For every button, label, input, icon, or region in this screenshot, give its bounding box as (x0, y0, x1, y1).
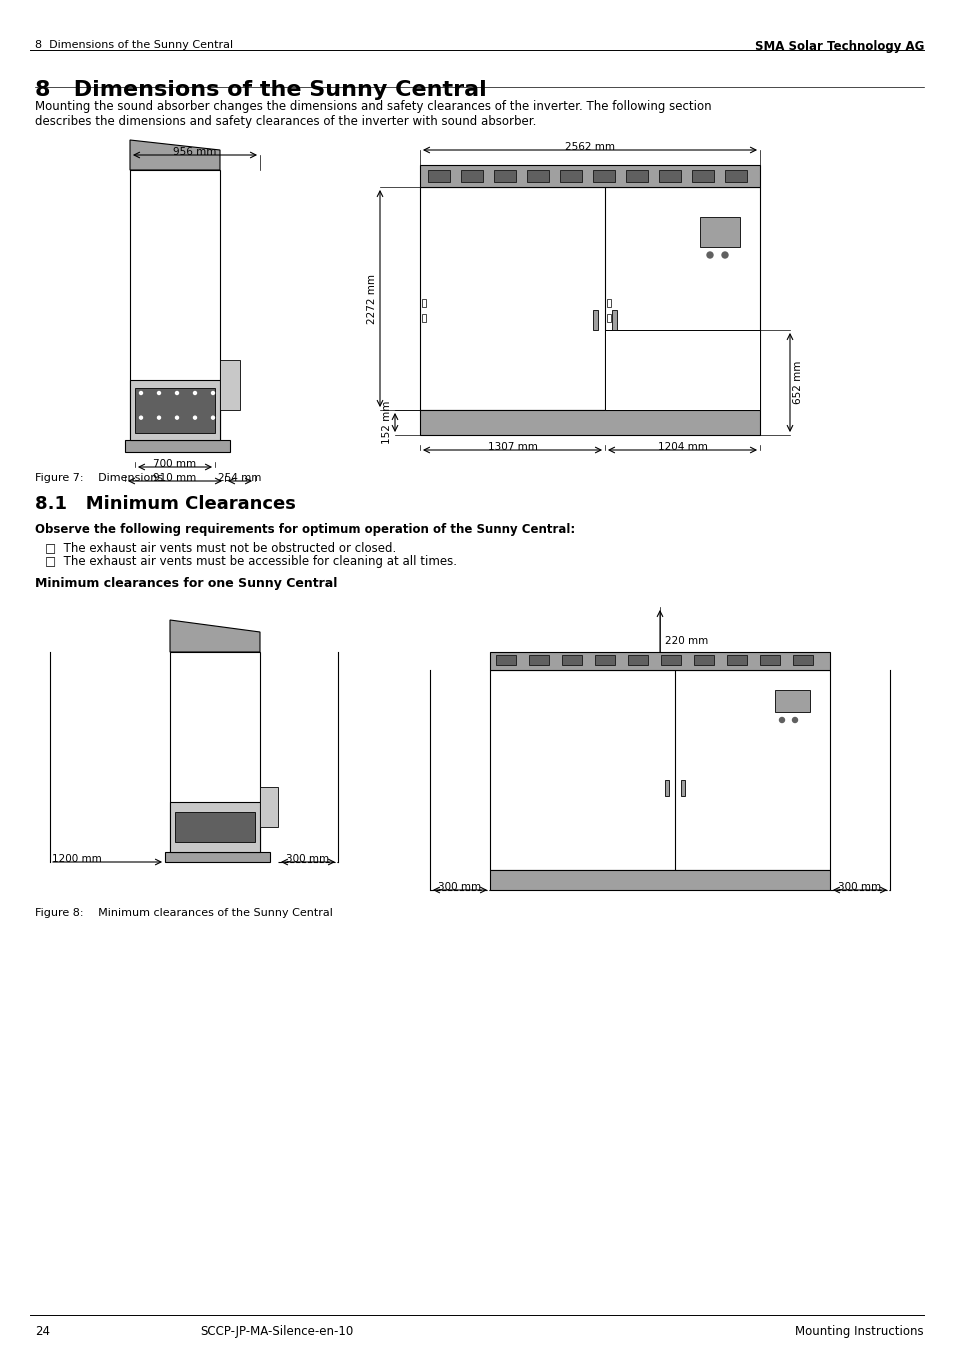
Text: 910 mm: 910 mm (153, 472, 196, 483)
Circle shape (157, 416, 160, 418)
Polygon shape (130, 140, 220, 170)
Bar (419, 165, 760, 188)
Text: 220 mm: 220 mm (664, 636, 707, 645)
Bar (792, 655, 812, 666)
Circle shape (139, 392, 142, 394)
Bar (220, 360, 240, 410)
Bar (606, 313, 610, 321)
Bar (561, 655, 581, 666)
Text: 300 mm: 300 mm (438, 882, 481, 892)
Bar (593, 309, 598, 329)
Text: 8  Dimensions of the Sunny Central: 8 Dimensions of the Sunny Central (35, 40, 233, 50)
Bar (680, 780, 684, 796)
Bar (490, 670, 829, 869)
Circle shape (193, 392, 196, 394)
Bar (170, 652, 260, 852)
Circle shape (706, 252, 712, 258)
Bar (625, 170, 647, 182)
Bar (595, 655, 615, 666)
Bar (526, 170, 548, 182)
Text: SMA Solar Technology AG: SMA Solar Technology AG (754, 40, 923, 53)
Text: 2562 mm: 2562 mm (564, 142, 615, 153)
Text: 2272 mm: 2272 mm (367, 274, 376, 324)
Bar (260, 787, 277, 828)
Circle shape (139, 416, 142, 418)
Text: Observe the following requirements for optimum operation of the Sunny Central:: Observe the following requirements for o… (35, 522, 575, 536)
Bar (606, 298, 610, 306)
Bar (612, 309, 617, 329)
Bar (421, 313, 426, 321)
Text: 152 mm: 152 mm (381, 401, 392, 444)
Text: Figure 8:  Minimum clearances of the Sunny Central: Figure 8: Minimum clearances of the Sunn… (35, 909, 333, 918)
Circle shape (157, 392, 160, 394)
Bar (559, 170, 581, 182)
Text: SCCP-JP-MA-Silence-en-10: SCCP-JP-MA-Silence-en-10 (200, 1324, 353, 1338)
Circle shape (175, 392, 178, 394)
Bar (659, 170, 680, 182)
Bar (165, 852, 270, 863)
Text: Minimum clearances for one Sunny Central: Minimum clearances for one Sunny Central (35, 576, 337, 590)
Text: 1307 mm: 1307 mm (487, 441, 537, 452)
Text: 1200 mm: 1200 mm (52, 855, 102, 864)
Bar (135, 387, 214, 433)
Circle shape (193, 416, 196, 418)
Bar (419, 188, 760, 410)
Bar (170, 802, 260, 852)
Bar (174, 811, 254, 842)
Text: 700 mm: 700 mm (153, 459, 196, 468)
Text: 652 mm: 652 mm (792, 360, 802, 404)
Bar (529, 655, 548, 666)
Bar (428, 170, 450, 182)
Bar (421, 298, 426, 306)
Bar (700, 217, 740, 247)
Text: 254 mm: 254 mm (218, 472, 261, 483)
Text: 300 mm: 300 mm (286, 855, 329, 864)
Bar (419, 410, 760, 435)
Polygon shape (170, 620, 260, 652)
Bar (130, 379, 220, 440)
Bar (130, 170, 220, 440)
Text: □  The exhaust air vents must be accessible for cleaning at all times.: □ The exhaust air vents must be accessib… (45, 555, 456, 568)
Bar (627, 655, 647, 666)
Text: Mounting the sound absorber changes the dimensions and safety clearances of the : Mounting the sound absorber changes the … (35, 100, 711, 128)
Bar (490, 869, 829, 890)
Text: Figure 7:  Dimensions: Figure 7: Dimensions (35, 472, 163, 483)
Bar (593, 170, 615, 182)
Bar (691, 170, 713, 182)
Circle shape (212, 392, 214, 394)
Bar (494, 170, 516, 182)
Circle shape (779, 717, 783, 722)
Text: 1204 mm: 1204 mm (657, 441, 707, 452)
Text: Mounting Instructions: Mounting Instructions (795, 1324, 923, 1338)
Text: 8   Dimensions of the Sunny Central: 8 Dimensions of the Sunny Central (35, 80, 486, 100)
Bar (693, 655, 713, 666)
Circle shape (212, 416, 214, 418)
Circle shape (792, 717, 797, 722)
Bar (724, 170, 746, 182)
Bar (496, 655, 516, 666)
Bar (460, 170, 482, 182)
Bar (125, 440, 230, 452)
Circle shape (721, 252, 727, 258)
Bar (664, 780, 668, 796)
Bar (604, 329, 760, 410)
Bar (660, 655, 680, 666)
Bar (774, 690, 809, 711)
Text: □  The exhaust air vents must not be obstructed or closed.: □ The exhaust air vents must not be obst… (45, 541, 395, 554)
Text: 956 mm: 956 mm (173, 147, 216, 157)
Bar (490, 652, 829, 670)
Bar (760, 655, 780, 666)
Text: 8.1   Minimum Clearances: 8.1 Minimum Clearances (35, 495, 295, 513)
Bar (726, 655, 746, 666)
Circle shape (175, 416, 178, 418)
Text: 24: 24 (35, 1324, 50, 1338)
Text: 300 mm: 300 mm (838, 882, 881, 892)
